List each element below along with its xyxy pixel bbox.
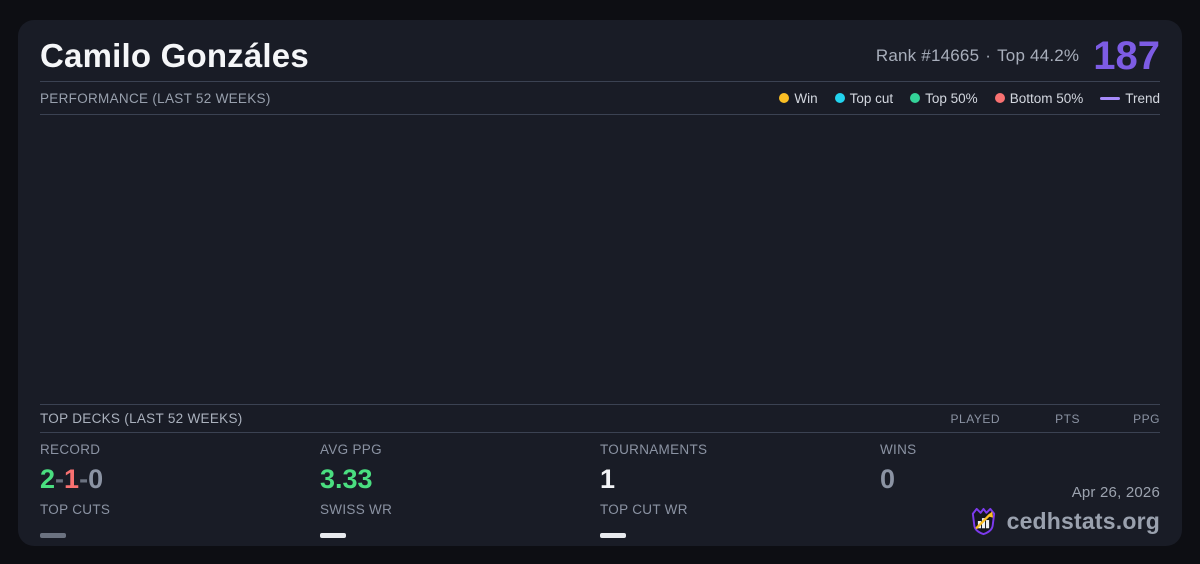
top-cuts-label: TOP CUTS	[40, 501, 111, 517]
stats-grid: RECORD 2-1-0 TOP CUTS AVG PPG 3.33 SWISS…	[40, 433, 1160, 546]
rank-text: Rank #14665 · Top 44.2%	[876, 46, 1079, 66]
brand: cedhstats.org	[968, 505, 1160, 538]
stat-col-tournaments: TOURNAMENTS 1 TOP CUT WR	[600, 433, 880, 546]
stat-col-record: RECORD 2-1-0 TOP CUTS	[40, 433, 320, 546]
card-footer: Apr 26, 2026 cedhstats.org	[968, 484, 1160, 538]
performance-header: PERFORMANCE (LAST 52 WEEKS) Win Top cut …	[40, 82, 1160, 115]
header-right: Rank #14665 · Top 44.2% 187	[876, 36, 1160, 76]
tournaments-value: 1	[600, 463, 616, 494]
snapshot-date: Apr 26, 2026	[1071, 484, 1160, 501]
cedhstats-logo-icon	[971, 507, 995, 536]
swiss-wr-label: SWISS WR	[320, 501, 393, 517]
wins-label: WINS	[880, 442, 917, 457]
site-name: cedhstats.org	[1006, 508, 1160, 534]
record-separator: -	[55, 463, 65, 494]
column-header-ppg: PPG	[1133, 411, 1160, 426]
legend-item-bottom50: Bottom 50%	[994, 90, 1084, 106]
chart-legend: Win Top cut Top 50% Bottom 50% Trend	[779, 91, 1160, 106]
player-stats-card: Camilo Gonzáles Rank #14665 · Top 44.2% 18…	[18, 20, 1182, 546]
legend-item-top50: Top 50%	[910, 91, 978, 106]
record-losses: 1	[64, 463, 80, 494]
swiss-wr-empty-value	[320, 533, 346, 538]
record-separator: -	[79, 463, 89, 494]
trend-line-icon	[1100, 96, 1121, 100]
elo-rating: 187	[1093, 33, 1160, 78]
player-name: Camilo Gonzáles	[40, 36, 309, 74]
tournaments-label: TOURNAMENTS	[600, 442, 708, 457]
record-wins: 2	[40, 463, 56, 494]
legend-label: Bottom 50%	[1009, 90, 1084, 106]
legend-label: Trend	[1125, 90, 1160, 106]
legend-label: Win	[794, 90, 818, 106]
performance-chart	[40, 115, 1160, 405]
rank-separator: ·	[985, 45, 992, 65]
bottom50-dot-icon	[994, 93, 1005, 103]
topcut-dot-icon	[834, 93, 845, 103]
record-value: 2-1-0	[40, 463, 320, 494]
top-decks-columns: PLAYED PTS PPG	[920, 412, 1160, 426]
top-percent: Top 44.2%	[997, 45, 1080, 65]
column-header-pts: PTS	[1055, 411, 1080, 426]
avg-ppg-label: AVG PPG	[320, 442, 382, 457]
win-dot-icon	[779, 93, 790, 103]
stat-col-wins: WINS 0	[880, 433, 1160, 546]
record-draws: 0	[88, 463, 104, 494]
wins-value: 0	[880, 463, 896, 494]
card-header: Camilo Gonzáles Rank #14665 · Top 44.2% 18…	[40, 20, 1160, 82]
top-cut-wr-label: TOP CUT WR	[600, 501, 688, 517]
rank-number: Rank #14665	[875, 45, 980, 65]
legend-item-trend: Trend	[1100, 91, 1160, 106]
legend-item-topcut: Top cut	[834, 90, 894, 106]
top50-dot-icon	[910, 93, 921, 103]
top-decks-header: TOP DECKS (LAST 52 WEEKS) PLAYED PTS PPG	[40, 405, 1160, 433]
legend-item-win: Win	[779, 90, 818, 106]
top-cut-wr-empty-value	[600, 533, 626, 538]
top-cuts-empty-value	[40, 533, 66, 538]
performance-section-title: PERFORMANCE (LAST 52 WEEKS)	[40, 90, 271, 106]
legend-label: Top cut	[849, 90, 894, 106]
stat-col-avg-ppg: AVG PPG 3.33 SWISS WR	[320, 433, 600, 546]
legend-label: Top 50%	[925, 90, 978, 106]
top-decks-title: TOP DECKS (LAST 52 WEEKS)	[40, 411, 243, 426]
avg-ppg-value: 3.33	[320, 463, 373, 494]
record-label: RECORD	[40, 442, 101, 457]
column-header-played: PLAYED	[950, 411, 1000, 426]
